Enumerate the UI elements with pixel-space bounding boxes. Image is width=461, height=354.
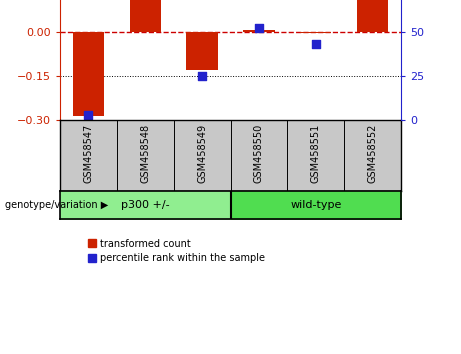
Text: GSM458550: GSM458550 [254, 124, 264, 183]
Legend: transformed count, percentile rank within the sample: transformed count, percentile rank withi… [88, 239, 266, 263]
Point [198, 73, 206, 79]
Text: genotype/variation ▶: genotype/variation ▶ [5, 200, 108, 210]
Point [85, 112, 92, 118]
Bar [73, 32, 104, 116]
Bar [243, 30, 275, 32]
Text: p300 +/-: p300 +/- [121, 200, 170, 210]
Bar [300, 32, 331, 33]
Bar [357, 0, 388, 32]
Point [312, 41, 319, 47]
Text: wild-type: wild-type [290, 200, 342, 210]
Text: GSM458552: GSM458552 [367, 124, 378, 183]
Bar [186, 32, 218, 70]
Bar [130, 0, 161, 32]
Text: GSM458548: GSM458548 [140, 124, 150, 183]
Text: GSM458547: GSM458547 [83, 124, 94, 183]
Text: GSM458549: GSM458549 [197, 124, 207, 183]
Point [255, 25, 263, 31]
Text: GSM458551: GSM458551 [311, 124, 321, 183]
